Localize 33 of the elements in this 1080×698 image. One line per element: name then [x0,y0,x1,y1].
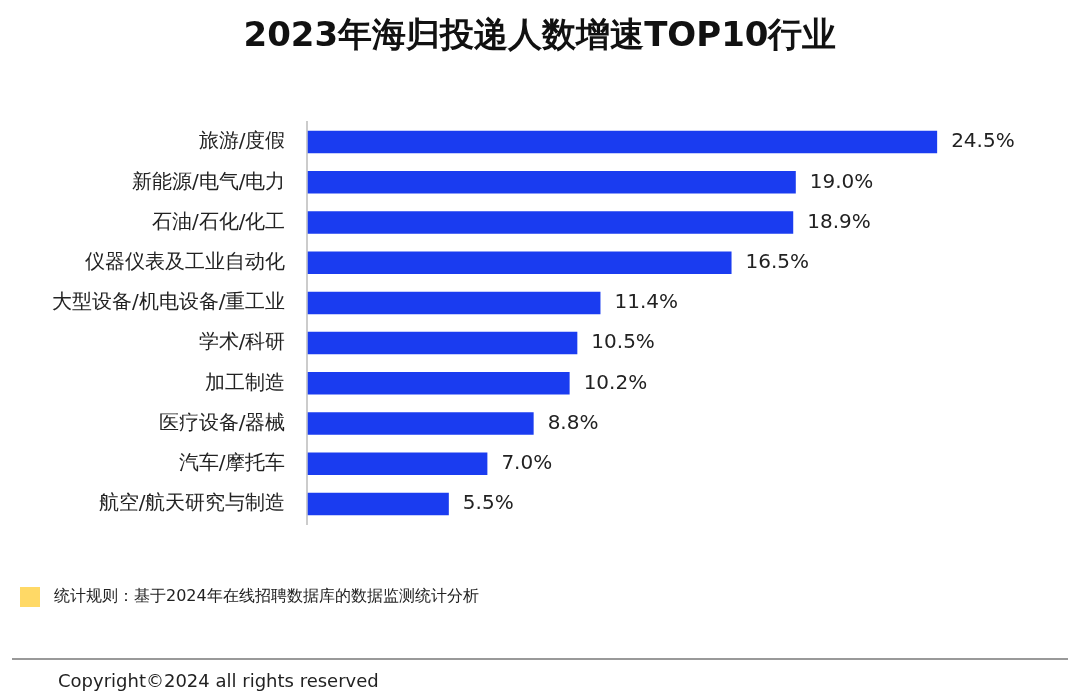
bar [307,171,796,194]
data-label: 10.5% [591,329,655,354]
bar [307,492,449,516]
y-tick-label: 加工制造 [205,369,286,394]
data-label: 5.5% [462,490,514,515]
data-label: 8.8% [547,409,599,434]
y-tick-label: 航空/航天研究与制造 [98,490,286,515]
bar [307,130,938,154]
chart-title: 2023年海归投递人数增速TOP10行业 [242,13,838,56]
y-tick-label: 旅游/度假 [198,128,286,153]
y-tick-label: 汽车/摩托车 [178,449,286,474]
bar [307,412,534,435]
bar [307,291,601,315]
y-tick-label: 仪器仪表及工业自动化 [85,248,286,273]
y-tick-label: 石油/石化/化工 [151,208,286,233]
bar [307,331,578,355]
data-label: 10.2% [583,369,648,394]
bar [307,372,570,395]
y-tick-label: 新能源/电气/电力 [131,168,286,193]
text: Copyright©2024 all rights reserved [58,670,379,691]
bar [307,452,488,475]
bar [307,251,732,274]
data-label: 24.5% [951,128,1015,153]
y-tick-label: 医疗设备/器械 [158,409,286,434]
data-label: 19.0% [809,168,874,193]
text: 统计规则：基于2024年在线招聘数据库的数据监测统计分析 [54,586,479,607]
data-label: 7.0% [501,449,553,474]
data-label: 16.5% [745,248,810,273]
data-label: 11.4% [614,289,679,314]
bar [307,211,794,234]
data-label: 18.9% [807,208,871,233]
y-tick-label: 大型设备/机电设备/重工业 [51,289,286,314]
y-tick-label: 学术/科研 [198,329,286,354]
